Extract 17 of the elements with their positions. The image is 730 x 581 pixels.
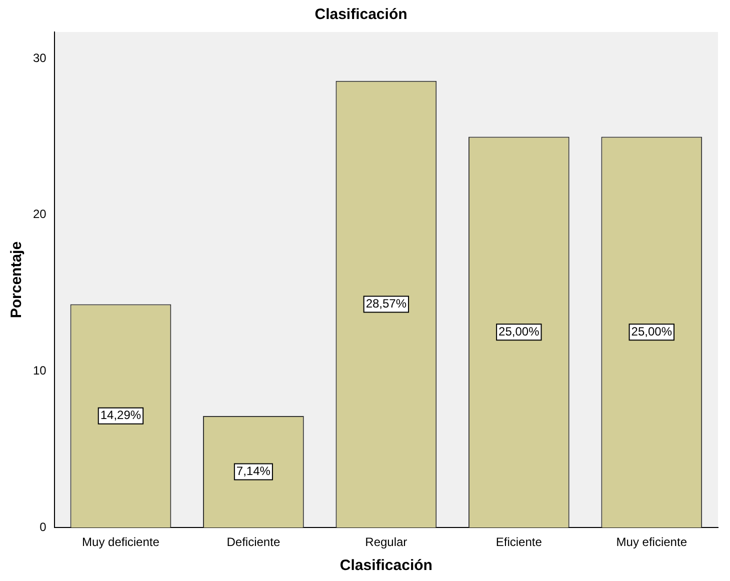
y-tick-label: 30	[32, 50, 47, 65]
x-tick-label: Regular	[365, 535, 408, 550]
data-label: 25,00%	[498, 324, 540, 338]
data-label: 25,00%	[631, 324, 672, 338]
data-label: 28,57%	[366, 296, 407, 311]
y-tick-label: 10	[32, 364, 47, 378]
x-tick-label: Deficiente	[226, 535, 280, 550]
chart-title: Clasificación	[314, 6, 408, 24]
data-label: 7,14%	[236, 464, 271, 478]
data-label: 14,29%	[100, 408, 142, 422]
y-tick-label: 0	[40, 520, 47, 534]
y-tick-label: 20	[32, 207, 47, 222]
x-tick-label: Muy eficiente	[616, 535, 688, 550]
x-tick-label: Muy deficiente	[82, 535, 160, 550]
x-tick-label: Eficiente	[496, 535, 542, 550]
x-axis-title: Clasificación	[340, 557, 432, 574]
y-axis-title: Porcentaje	[8, 241, 26, 318]
